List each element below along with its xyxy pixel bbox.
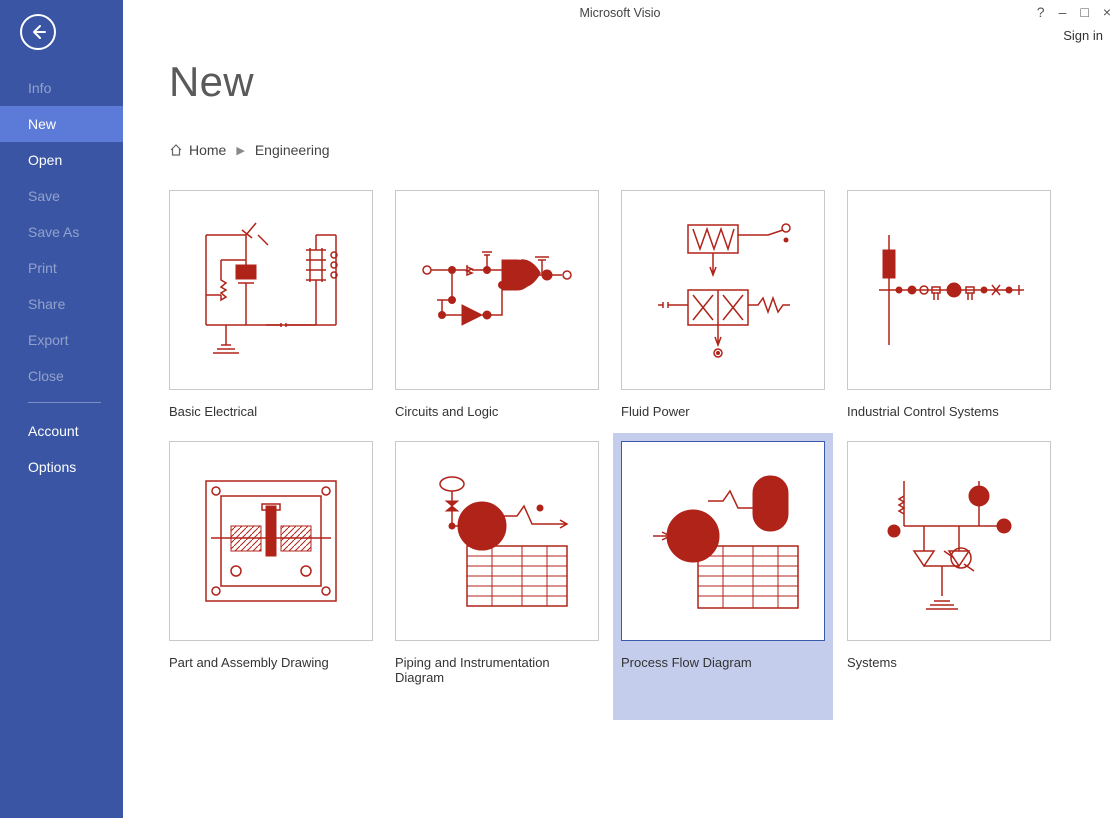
- nav-info[interactable]: Info: [0, 70, 123, 106]
- breadcrumb-category: Engineering: [255, 142, 330, 158]
- template-systems[interactable]: Systems: [847, 441, 1051, 720]
- nav-save[interactable]: Save: [0, 178, 123, 214]
- nav-share[interactable]: Share: [0, 286, 123, 322]
- template-circuits-logic[interactable]: Circuits and Logic: [395, 190, 599, 419]
- nav-account[interactable]: Account: [0, 413, 123, 449]
- minimize-icon[interactable]: –: [1059, 4, 1067, 20]
- template-label: Piping and Instrumentation Diagram: [395, 655, 599, 685]
- template-part-assembly[interactable]: Part and Assembly Drawing: [169, 441, 373, 720]
- title-bar: Microsoft Visio ? – □ ×: [123, 0, 1117, 28]
- template-thumb: [169, 441, 373, 641]
- systems-icon: [864, 456, 1034, 626]
- template-thumb: [847, 190, 1051, 390]
- breadcrumb-separator-icon: ▶: [236, 144, 244, 157]
- template-fluid-power[interactable]: Fluid Power: [621, 190, 825, 419]
- help-icon[interactable]: ?: [1037, 4, 1045, 20]
- maximize-icon[interactable]: □: [1080, 4, 1088, 20]
- nav-close[interactable]: Close: [0, 358, 123, 394]
- piping-instrumentation-icon: [412, 456, 582, 626]
- template-grid: Basic Electrical: [169, 190, 1089, 720]
- home-icon: [169, 143, 183, 157]
- template-label: Fluid Power: [621, 404, 825, 419]
- nav-list: Info New Open Save Save As Print Share E…: [0, 70, 123, 485]
- template-industrial-control[interactable]: Industrial Control Systems: [847, 190, 1051, 419]
- part-assembly-icon: [186, 456, 356, 626]
- template-process-flow[interactable]: Process Flow Diagram: [615, 435, 831, 726]
- close-icon[interactable]: ×: [1103, 4, 1111, 20]
- circuits-logic-icon: [412, 205, 582, 375]
- template-label: Part and Assembly Drawing: [169, 655, 373, 670]
- backstage-sidebar: Info New Open Save Save As Print Share E…: [0, 0, 123, 818]
- basic-electrical-icon: [186, 205, 356, 375]
- page-title: New: [169, 58, 1117, 106]
- breadcrumb: Home ▶ Engineering: [169, 142, 1117, 158]
- template-label: Industrial Control Systems: [847, 404, 1051, 419]
- signin-link[interactable]: Sign in: [1063, 28, 1103, 43]
- template-label: Circuits and Logic: [395, 404, 599, 419]
- nav-open[interactable]: Open: [0, 142, 123, 178]
- nav-new[interactable]: New: [0, 106, 123, 142]
- template-thumb: [847, 441, 1051, 641]
- process-flow-icon: [638, 456, 808, 626]
- template-thumb: [621, 190, 825, 390]
- template-thumb: [395, 441, 599, 641]
- template-thumb: [395, 190, 599, 390]
- template-label: Systems: [847, 655, 1051, 670]
- template-thumb: [169, 190, 373, 390]
- nav-options[interactable]: Options: [0, 449, 123, 485]
- template-piping-instrument[interactable]: Piping and Instrumentation Diagram: [395, 441, 599, 720]
- back-button[interactable]: [20, 14, 56, 50]
- nav-export[interactable]: Export: [0, 322, 123, 358]
- template-thumb: [621, 441, 825, 641]
- nav-saveas[interactable]: Save As: [0, 214, 123, 250]
- template-label: Basic Electrical: [169, 404, 373, 419]
- breadcrumb-home-label: Home: [189, 142, 226, 158]
- fluid-power-icon: [638, 205, 808, 375]
- template-label: Process Flow Diagram: [621, 655, 825, 670]
- breadcrumb-home[interactable]: Home: [169, 142, 226, 158]
- template-basic-electrical[interactable]: Basic Electrical: [169, 190, 373, 419]
- app-title: Microsoft Visio: [123, 6, 1117, 20]
- nav-separator: [28, 402, 101, 403]
- arrow-left-icon: [29, 23, 47, 41]
- industrial-control-icon: [864, 205, 1034, 375]
- nav-print[interactable]: Print: [0, 250, 123, 286]
